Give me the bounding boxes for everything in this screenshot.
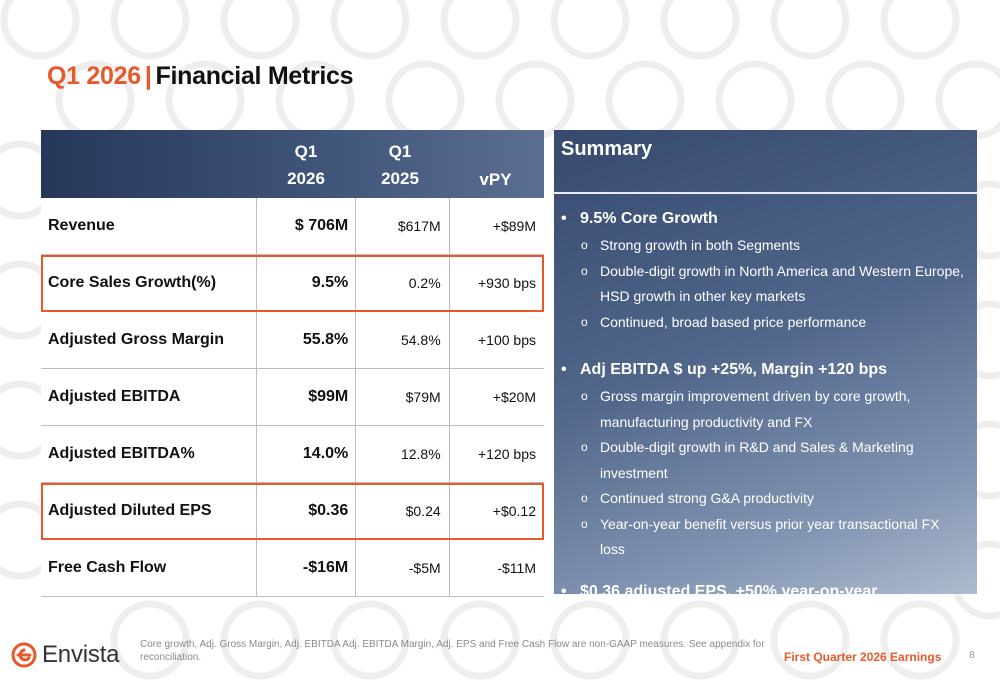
header-q1-2025-line1: Q1 <box>388 142 412 161</box>
bullet-text: 9.5% Core Growth <box>580 210 718 227</box>
row-q1-2025-value: $617M <box>355 198 448 254</box>
envista-logo-icon <box>11 642 37 668</box>
row-q1-2026-value: $ 706M <box>256 198 355 254</box>
summary-sub-item: o Strong growth in both Segments <box>581 233 967 259</box>
bullet-marker: • <box>561 210 567 227</box>
bullet-text: Adj EBITDA $ up +25%, Margin +120 bps <box>580 361 888 378</box>
sub-text: Continued strong G&A productivity <box>600 490 815 506</box>
title-main: Financial Metrics <box>155 62 354 90</box>
slide-title: Q1 2026 | Financial Metrics <box>47 62 354 91</box>
sub-marker: o <box>581 440 588 454</box>
row-q1-2026-value: 55.8% <box>256 312 355 368</box>
row-q1-2025-value: -$5M <box>355 540 448 596</box>
sub-marker: o <box>581 516 588 531</box>
header-q1-2026-line1: Q1 <box>294 142 318 161</box>
summary-sub-item: o Continued, broad based price performanc… <box>581 310 967 336</box>
header-metric-column <box>41 130 259 198</box>
summary-sub-item: o Year-on-year benefit versus prior year … <box>581 512 967 563</box>
sub-text: Gross margin improvement driven by core … <box>600 388 911 430</box>
row-q1-2025-value: 54.8% <box>355 312 448 368</box>
row-label: Core Sales Growth(%) <box>48 274 217 291</box>
sub-marker: o <box>581 314 588 329</box>
row-vpy-value: +$0.12 <box>448 483 544 539</box>
row-label: Free Cash Flow <box>48 559 167 576</box>
bullet-marker: • <box>561 582 567 600</box>
page-number: 8 <box>969 650 975 661</box>
envista-logo: Envista <box>11 641 120 669</box>
header-vpy: vPY <box>479 170 512 189</box>
summary-bullet: • Adj EBITDA $ up +25%, Margin +120 bps <box>561 359 967 381</box>
summary-sub-item: o Double-digit growth in R&D and Sales & … <box>581 435 967 486</box>
table-row: Adjusted Gross Margin 55.8% 54.8% +100 b… <box>41 312 544 369</box>
sub-text: Double-digit growth in North America and… <box>600 262 964 305</box>
row-q1-2025-value: $79M <box>355 369 448 425</box>
row-label: Adjusted EBITDA <box>48 388 181 405</box>
row-label: Adjusted Gross Margin <box>48 331 225 348</box>
summary-bullet: • 9.5% Core Growth <box>561 208 967 230</box>
financial-metrics-table: Q1 2026 Q1 2025 vPY Revenue $ 706M $617M… <box>41 130 544 597</box>
summary-bullet: • $0.36 adjusted EPS, +50% year-on-year <box>561 581 967 603</box>
summary-sub-list: o Strong growth in both Segments o Double-… <box>581 233 967 335</box>
sub-text: Strong growth in both Segments <box>600 237 801 253</box>
sub-marker: o <box>581 389 588 403</box>
row-label: Revenue <box>48 217 115 234</box>
header-q1-2026-line2: 2026 <box>287 169 325 188</box>
title-quarter: Q1 2026 <box>47 62 141 90</box>
summary-panel: Summary • 9.5% Core Growth o Strong growt… <box>554 130 977 600</box>
header-q1-2026: Q1 2026 <box>259 130 353 198</box>
table-row: Free Cash Flow -$16M -$5M -$11M <box>41 540 544 597</box>
row-q1-2026-value: 9.5% <box>256 255 355 311</box>
table-header: Q1 2026 Q1 2025 vPY <box>41 130 544 198</box>
header-q1-2025-line2: 2025 <box>381 169 419 188</box>
row-vpy-value: +$20M <box>448 369 544 425</box>
row-vpy-value: +930 bps <box>448 255 544 311</box>
row-q1-2026-value: -$16M <box>256 540 355 596</box>
summary-sub-list: o Gross margin improvement driven by core… <box>581 384 967 563</box>
table-row-highlighted: Adjusted Diluted EPS $0.36 $0.24 +$0.12 <box>41 483 544 540</box>
sub-marker: o <box>581 491 588 505</box>
row-vpy-value: +$89M <box>448 198 544 254</box>
sub-text: Year-on-year benefit versus prior year t… <box>600 515 940 558</box>
bullet-marker: • <box>561 361 567 378</box>
row-vpy-value: -$11M <box>448 540 544 596</box>
table-row: Adjusted EBITDA% 14.0% 12.8% +120 bps <box>41 426 544 483</box>
row-q1-2025-value: 12.8% <box>355 426 448 482</box>
summary-sub-item: o Continued strong G&A productivity <box>581 486 967 512</box>
summary-sub-item: o Double-digit growth in North America an… <box>581 259 967 310</box>
table-row: Adjusted EBITDA $99M $79M +$20M <box>41 369 544 426</box>
footnote: Core growth, Adj. Gross Margin, Adj. EBI… <box>140 639 765 663</box>
table-row-highlighted: Core Sales Growth(%) 9.5% 0.2% +930 bps <box>41 255 544 312</box>
bullet-text: $0.36 adjusted EPS, +50% year-on-year <box>580 582 878 600</box>
summary-heading: Summary <box>554 130 977 194</box>
row-q1-2025-value: $0.24 <box>355 483 448 539</box>
row-q1-2025-value: 0.2% <box>355 255 448 311</box>
sub-marker: o <box>581 238 588 252</box>
summary-body: • 9.5% Core Growth o Strong growth in bot… <box>554 194 977 603</box>
row-label: Adjusted EBITDA% <box>48 445 195 462</box>
sub-text: Continued, broad based price performance <box>600 313 867 330</box>
summary-sub-item: o Gross margin improvement driven by core… <box>581 384 967 435</box>
footer-earnings-label: First Quarter 2026 Earnings <box>784 650 942 664</box>
sub-text: Double-digit growth in R&D and Sales & M… <box>600 439 914 481</box>
row-label: Adjusted Diluted EPS <box>48 502 212 519</box>
logo-wordmark: Envista <box>42 641 120 668</box>
row-q1-2026-value: $99M <box>256 369 355 425</box>
row-vpy-value: +100 bps <box>448 312 544 368</box>
sub-marker: o <box>581 263 588 278</box>
row-q1-2026-value: 14.0% <box>256 426 355 482</box>
title-separator: | <box>144 62 152 90</box>
row-q1-2026-value: $0.36 <box>256 483 355 539</box>
header-q1-2025: Q1 2025 <box>353 130 447 198</box>
table-row: Revenue $ 706M $617M +$89M <box>41 198 544 255</box>
row-vpy-value: +120 bps <box>448 426 544 482</box>
